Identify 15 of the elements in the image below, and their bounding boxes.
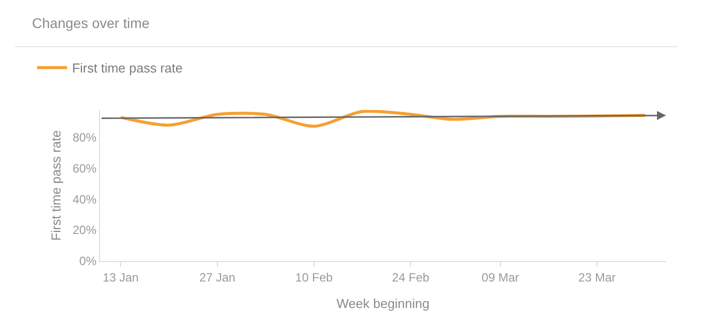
y-tick-label: 80% [72,130,97,144]
y-tick-label: 40% [72,192,97,206]
x-axis-title: Week beginning [336,296,430,311]
x-tick-label: 24 Feb [392,270,430,284]
x-tick-label: 27 Jan [199,270,236,284]
x-tick-label: 23 Mar [578,270,616,284]
chart-title: Changes over time [32,14,150,31]
y-axis-title: First time pass rate [48,130,64,241]
legend-label: First time pass rate [72,60,183,76]
x-tick-label: 09 Mar [482,270,520,284]
y-tick-label: 60% [72,161,97,176]
x-tick-label: 13 Jan [102,270,139,284]
y-tick-label: 0% [79,254,97,268]
x-tick-label: 10 Feb [295,270,333,284]
y-tick-label: 20% [72,223,97,238]
